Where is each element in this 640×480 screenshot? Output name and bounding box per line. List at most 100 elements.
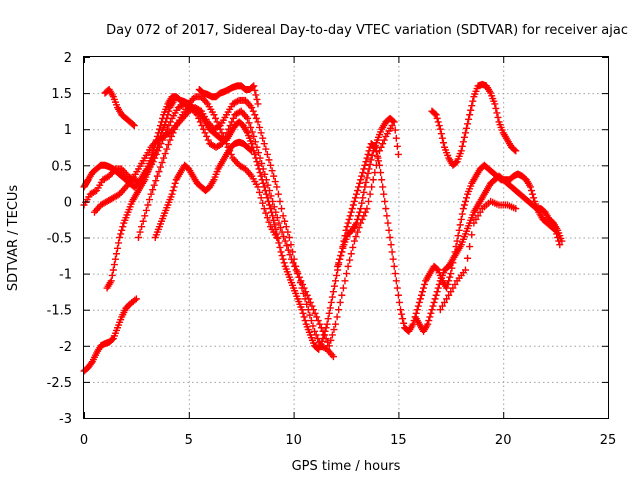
data-point: [277, 224, 284, 232]
data-point: [429, 302, 437, 310]
data-point: [436, 306, 444, 314]
data-point: [252, 91, 260, 99]
data-point: [458, 210, 466, 218]
data-point: [298, 306, 306, 314]
data-point: [457, 147, 465, 155]
data-point: [293, 268, 301, 276]
data-point: [234, 97, 242, 105]
data-point: [144, 201, 152, 209]
series-track-5: [101, 85, 138, 130]
data-point: [228, 118, 236, 126]
data-point: [274, 190, 282, 198]
data-point: [433, 265, 441, 273]
data-point: [368, 183, 376, 191]
data-point: [461, 197, 469, 205]
data-point: [254, 100, 262, 108]
data-point: [337, 252, 345, 260]
data-point: [432, 291, 440, 299]
data-point: [155, 125, 163, 133]
data-point: [216, 125, 224, 133]
data-point: [164, 141, 172, 149]
data-point: [262, 209, 270, 217]
data-point: [132, 295, 140, 303]
data-point: [414, 302, 422, 310]
data-point: [415, 298, 423, 306]
data-point: [313, 313, 321, 321]
data-point: [385, 226, 393, 234]
data-point: [430, 298, 438, 306]
data-point: [426, 313, 434, 321]
data-point: [164, 111, 172, 119]
data-point: [134, 234, 142, 241]
data-point: [354, 228, 362, 236]
data-point: [391, 126, 399, 134]
data-point: [341, 277, 349, 285]
data-point: [116, 234, 124, 241]
data-point: [131, 296, 139, 304]
data-point: [512, 205, 520, 213]
data-point: [359, 169, 367, 177]
data-point: [284, 246, 292, 254]
data-point: [201, 129, 209, 137]
data-point: [281, 237, 289, 245]
data-point: [290, 255, 298, 263]
series-track-10: [334, 140, 564, 335]
data-point: [273, 234, 281, 241]
data-point: [355, 183, 363, 191]
data-point: [198, 122, 206, 130]
data-point: [347, 250, 355, 258]
data-point: [344, 262, 352, 270]
data-point: [298, 284, 306, 292]
data-point: [393, 284, 401, 292]
y-tick-label: 1.5: [51, 87, 72, 102]
data-point: [277, 248, 285, 256]
data-point: [130, 122, 138, 130]
data-point: [459, 205, 467, 213]
data-point: [370, 142, 378, 150]
data-point: [218, 129, 226, 137]
data-point: [435, 122, 443, 130]
data-point: [459, 138, 467, 146]
data-point: [219, 132, 227, 140]
data-point: [163, 114, 171, 122]
data-point: [360, 188, 368, 196]
data-point: [368, 151, 376, 159]
data-point: [400, 319, 408, 327]
data-point: [307, 317, 315, 325]
data-point: [254, 118, 262, 126]
series-track-2: [80, 93, 402, 353]
data-point: [362, 158, 370, 166]
data-point: [155, 168, 163, 176]
chart-title: Day 072 of 2017, Sidereal Day-to-day VTE…: [106, 23, 628, 38]
data-point: [456, 221, 464, 229]
x-axis-label: GPS time / hours: [292, 459, 401, 474]
data-point: [271, 221, 279, 229]
data-point: [357, 176, 365, 184]
data-point: [389, 255, 397, 263]
data-point: [365, 197, 373, 205]
data-point: [274, 234, 282, 242]
data-point: [270, 203, 278, 211]
data-point: [166, 136, 174, 144]
data-point: [491, 100, 499, 108]
data-point: [389, 117, 397, 125]
data-point: [342, 226, 350, 234]
data-point: [325, 309, 333, 317]
data-point: [108, 271, 116, 279]
data-point: [437, 130, 445, 138]
data-point: [236, 108, 244, 116]
data-point: [311, 327, 319, 335]
data-point: [299, 309, 307, 317]
data-point: [300, 313, 308, 321]
data-point: [321, 331, 329, 339]
data-point: [278, 252, 286, 260]
data-point: [262, 145, 270, 153]
data-point: [165, 122, 173, 130]
data-point: [356, 179, 364, 187]
data-point: [204, 136, 212, 144]
data-point: [139, 217, 147, 225]
y-tick-label: -2: [59, 340, 72, 355]
data-point: [210, 111, 218, 119]
data-point: [377, 169, 385, 177]
y-tick-label: -1.5: [47, 304, 72, 319]
